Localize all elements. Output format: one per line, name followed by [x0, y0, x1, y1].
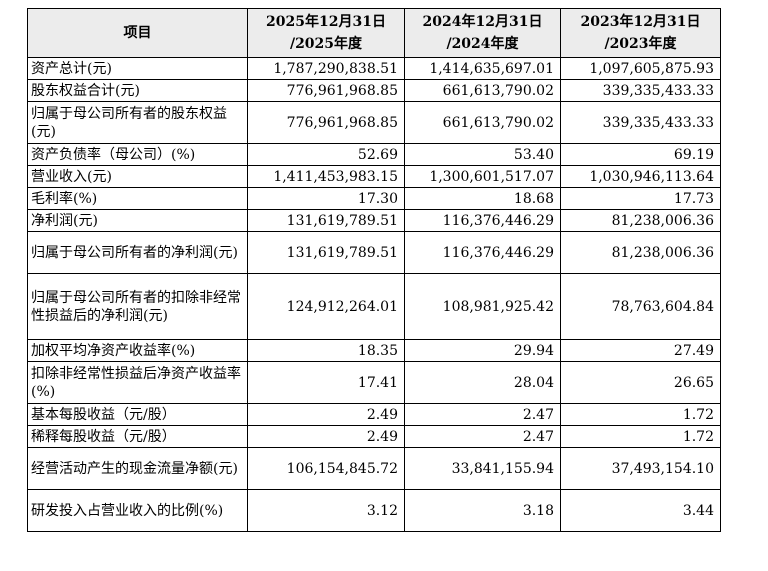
cell-2025: 17.30 — [247, 187, 405, 210]
cell-2023: 339,335,433.33 — [560, 79, 721, 102]
table-row: 归属于母公司所有者的扣除非经常性损益后的净利润(元) 124,912,264.0… — [27, 273, 721, 340]
cell-2023: 69.19 — [560, 143, 721, 166]
financial-data-table: 项目 2025年12月31日 /2025年度 2024年12月31日 /2024… — [27, 8, 721, 532]
header-col-2023: 2023年12月31日 /2023年度 — [560, 8, 721, 58]
cell-2023: 26.65 — [560, 361, 721, 404]
cell-2023: 1.72 — [560, 425, 721, 448]
cell-2024: 53.40 — [404, 143, 561, 166]
row-label: 研发投入占营业收入的比例(%) — [27, 489, 248, 532]
cell-2025: 1,411,453,983.15 — [247, 165, 405, 188]
cell-2024: 1,300,601,517.07 — [404, 165, 561, 188]
row-label: 归属于母公司所有者的股东权益(元) — [27, 101, 248, 144]
cell-2025: 18.35 — [247, 339, 405, 362]
table-row: 净利润(元) 131,619,789.51 116,376,446.29 81,… — [27, 209, 721, 232]
row-label: 资产总计(元) — [27, 57, 248, 80]
financial-table-container: 项目 2025年12月31日 /2025年度 2024年12月31日 /2024… — [27, 8, 721, 532]
cell-2023: 81,238,006.36 — [560, 209, 721, 232]
cell-2024: 116,376,446.29 — [404, 231, 561, 274]
table-row: 毛利率(%) 17.30 18.68 17.73 — [27, 187, 721, 210]
cell-2025: 776,961,968.85 — [247, 101, 405, 144]
cell-2024: 661,613,790.02 — [404, 101, 561, 144]
row-label: 加权平均净资产收益率(%) — [27, 339, 248, 362]
cell-2025: 1,787,290,838.51 — [247, 57, 405, 80]
header-col-2024-line1: 2024年12月31日 — [422, 14, 543, 30]
row-label: 归属于母公司所有者的扣除非经常性损益后的净利润(元) — [27, 273, 248, 340]
cell-2025: 124,912,264.01 — [247, 273, 405, 340]
row-label: 毛利率(%) — [27, 187, 248, 210]
cell-2025: 131,619,789.51 — [247, 231, 405, 274]
cell-2025: 3.12 — [247, 489, 405, 532]
row-label: 基本每股收益（元/股） — [27, 403, 248, 426]
cell-2024: 108,981,925.42 — [404, 273, 561, 340]
header-col-2025-line1: 2025年12月31日 — [266, 14, 386, 30]
row-label: 净利润(元) — [27, 209, 248, 232]
cell-2023: 27.49 — [560, 339, 721, 362]
cell-2024: 1,414,635,697.01 — [404, 57, 561, 80]
cell-2023: 1.72 — [560, 403, 721, 426]
table-row: 扣除非经常性损益后净资产收益率(%) 17.41 28.04 26.65 — [27, 361, 721, 404]
row-label: 经营活动产生的现金流量净额(元) — [27, 447, 248, 490]
header-col-2025: 2025年12月31日 /2025年度 — [247, 8, 405, 58]
cell-2024: 2.47 — [404, 425, 561, 448]
table-row: 资产总计(元) 1,787,290,838.51 1,414,635,697.0… — [27, 57, 721, 80]
cell-2024: 661,613,790.02 — [404, 79, 561, 102]
cell-2023: 1,030,946,113.64 — [560, 165, 721, 188]
cell-2024: 2.47 — [404, 403, 561, 426]
cell-2023: 81,238,006.36 — [560, 231, 721, 274]
table-row: 加权平均净资产收益率(%) 18.35 29.94 27.49 — [27, 339, 721, 362]
cell-2025: 131,619,789.51 — [247, 209, 405, 232]
table-row: 资产负债率（母公司）(%) 52.69 53.40 69.19 — [27, 143, 721, 166]
cell-2025: 17.41 — [247, 361, 405, 404]
table-row: 研发投入占营业收入的比例(%) 3.12 3.18 3.44 — [27, 489, 721, 532]
header-item: 项目 — [27, 8, 248, 58]
cell-2024: 116,376,446.29 — [404, 209, 561, 232]
cell-2024: 29.94 — [404, 339, 561, 362]
table-row: 归属于母公司所有者的净利润(元) 131,619,789.51 116,376,… — [27, 231, 721, 274]
cell-2023: 1,097,605,875.93 — [560, 57, 721, 80]
cell-2023: 3.44 — [560, 489, 721, 532]
cell-2025: 2.49 — [247, 403, 405, 426]
table-header-row: 项目 2025年12月31日 /2025年度 2024年12月31日 /2024… — [27, 8, 721, 58]
table-row: 经营活动产生的现金流量净额(元) 106,154,845.72 33,841,1… — [27, 447, 721, 490]
cell-2024: 28.04 — [404, 361, 561, 404]
cell-2025: 2.49 — [247, 425, 405, 448]
table-row: 股东权益合计(元) 776,961,968.85 661,613,790.02 … — [27, 79, 721, 102]
cell-2024: 33,841,155.94 — [404, 447, 561, 490]
header-col-2025-line2: /2025年度 — [289, 36, 363, 52]
header-col-2023-line1: 2023年12月31日 — [580, 14, 701, 30]
table-row: 营业收入(元) 1,411,453,983.15 1,300,601,517.0… — [27, 165, 721, 188]
row-label: 归属于母公司所有者的净利润(元) — [27, 231, 248, 274]
row-label: 资产负债率（母公司）(%) — [27, 143, 248, 166]
cell-2023: 78,763,604.84 — [560, 273, 721, 340]
header-col-2024: 2024年12月31日 /2024年度 — [404, 8, 561, 58]
header-col-2023-line2: /2023年度 — [604, 36, 677, 52]
table-row: 归属于母公司所有者的股东权益(元) 776,961,968.85 661,613… — [27, 101, 721, 144]
table-row: 基本每股收益（元/股） 2.49 2.47 1.72 — [27, 403, 721, 426]
row-label: 股东权益合计(元) — [27, 79, 248, 102]
row-label: 稀释每股收益（元/股） — [27, 425, 248, 448]
table-row: 稀释每股收益（元/股） 2.49 2.47 1.72 — [27, 425, 721, 448]
cell-2023: 339,335,433.33 — [560, 101, 721, 144]
cell-2024: 18.68 — [404, 187, 561, 210]
cell-2025: 106,154,845.72 — [247, 447, 405, 490]
cell-2025: 776,961,968.85 — [247, 79, 405, 102]
cell-2024: 3.18 — [404, 489, 561, 532]
row-label: 扣除非经常性损益后净资产收益率(%) — [27, 361, 248, 404]
cell-2023: 37,493,154.10 — [560, 447, 721, 490]
header-col-2024-line2: /2024年度 — [446, 36, 519, 52]
cell-2025: 52.69 — [247, 143, 405, 166]
cell-2023: 17.73 — [560, 187, 721, 210]
row-label: 营业收入(元) — [27, 165, 248, 188]
